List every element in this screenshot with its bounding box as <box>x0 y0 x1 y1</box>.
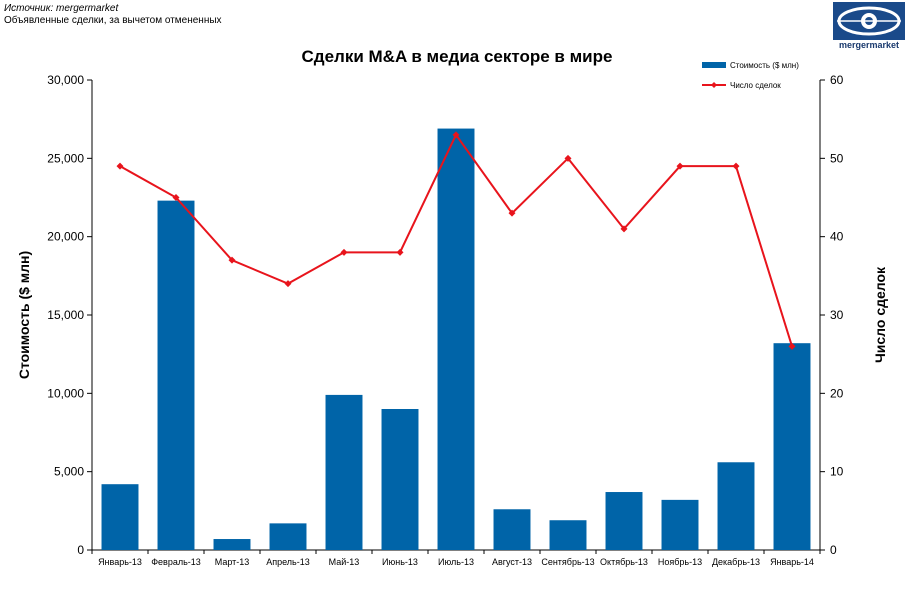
eye-logo-icon <box>833 2 905 40</box>
line-point <box>116 162 124 170</box>
bar <box>269 523 307 550</box>
legend-bar-swatch <box>702 62 726 68</box>
mergermarket-logo: mergermarket <box>833 2 905 50</box>
bar <box>717 462 755 550</box>
bar <box>493 509 531 550</box>
line-point <box>172 194 180 201</box>
y2-tick-label: 20 <box>830 386 844 400</box>
x-tick-label: Сентябрь-13 <box>541 557 594 567</box>
line-point <box>452 131 460 139</box>
legend-bar-label: Стоимость ($ млн) <box>730 61 799 70</box>
x-tick-label: Февраль-13 <box>151 557 201 567</box>
y-tick-label: 20,000 <box>47 230 84 244</box>
bar <box>325 394 363 550</box>
x-tick-label: Март-13 <box>215 557 250 567</box>
y-tick-label: 5,000 <box>54 465 84 479</box>
bar <box>605 492 643 550</box>
x-tick-label: Август-13 <box>492 557 532 567</box>
y-tick-label: 0 <box>77 543 84 557</box>
y-tick-label: 15,000 <box>47 308 84 322</box>
y2-axis-label: Число сделок <box>872 266 888 363</box>
y-tick-label: 10,000 <box>47 386 84 400</box>
x-tick-label: Октябрь-13 <box>600 557 648 567</box>
y2-tick-label: 60 <box>830 73 844 87</box>
line-point <box>228 256 236 264</box>
y2-tick-label: 50 <box>830 151 844 165</box>
bar <box>437 128 475 551</box>
y-axis-label: Стоимость ($ млн) <box>16 251 32 379</box>
x-tick-labels: Январь-13 Февраль-13 Март-13 Апрель-13 Май-1… <box>98 557 814 567</box>
source-subtitle: Объявленные сделки, за вычетом отмененны… <box>4 15 222 26</box>
y-tick-label: 25,000 <box>47 151 84 165</box>
line-point <box>508 209 516 217</box>
line-series <box>116 131 796 350</box>
bar-series <box>101 128 811 551</box>
x-tick-label: Июнь-13 <box>382 557 418 567</box>
legend-line-label: Число сделок <box>730 81 781 90</box>
legend: Стоимость ($ млн) Число сделок <box>702 61 799 90</box>
bar <box>661 499 699 550</box>
y2-tick-label: 30 <box>830 308 844 322</box>
line-point <box>732 162 740 170</box>
line-point <box>284 280 292 288</box>
x-tick-label: Январь-14 <box>770 557 814 567</box>
x-tick-label: Май-13 <box>329 557 360 567</box>
bar <box>101 484 139 550</box>
bar <box>157 200 195 550</box>
line-point <box>676 162 684 170</box>
axes: 0 0 5,000 10 10,000 20 15,000 30 20,000 40 25,000 5… <box>47 73 843 557</box>
bar <box>773 343 811 550</box>
source-label: Источник: mergermarket <box>4 3 119 14</box>
x-tick-label: Апрель-13 <box>266 557 310 567</box>
x-tick-label: Ноябрь-13 <box>658 557 702 567</box>
line-point <box>788 342 796 350</box>
x-tick-label: Январь-13 <box>98 557 142 567</box>
x-tick-label: Июль-13 <box>438 557 474 567</box>
chart-title: Сделки M&A в медиа секторе в мире <box>302 47 613 66</box>
line-point <box>620 225 628 233</box>
legend-line-marker <box>711 82 717 88</box>
y2-tick-label: 10 <box>830 465 844 479</box>
x-tick-label: Декабрь-13 <box>712 557 760 567</box>
bar <box>549 520 587 550</box>
y2-tick-label: 40 <box>830 230 844 244</box>
line-point <box>340 248 348 256</box>
bar <box>381 409 419 550</box>
source-note: Источник: mergermarket Объявленные сделк… <box>4 3 222 27</box>
line-point <box>396 248 404 256</box>
y2-tick-label: 0 <box>830 543 837 557</box>
line-point <box>564 154 572 162</box>
logo-text: mergermarket <box>838 40 900 50</box>
bar <box>213 539 251 550</box>
y-tick-label: 30,000 <box>47 73 84 87</box>
